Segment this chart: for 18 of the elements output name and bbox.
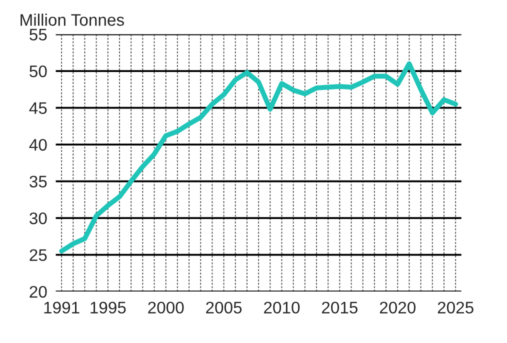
y-tick-label: 30 xyxy=(30,212,47,224)
x-tick-label: 2025 xyxy=(438,302,474,314)
y-tick-label: 55 xyxy=(30,28,47,41)
y-tick-label: 20 xyxy=(30,286,47,298)
x-tick-label: 2015 xyxy=(322,302,358,314)
y-tick-label: 50 xyxy=(30,65,47,78)
x-tick-label: 2000 xyxy=(148,302,184,314)
x-tick-label: 2005 xyxy=(206,302,242,314)
y-tick-label: 35 xyxy=(30,176,47,188)
x-tick-label: 1991 xyxy=(44,302,80,314)
y-tick-label: 40 xyxy=(29,138,47,151)
y-axis-title: Million Tonnes xyxy=(20,14,124,26)
line-series xyxy=(59,61,458,254)
x-tick-label: 1995 xyxy=(90,302,126,314)
y-tick-label: 25 xyxy=(30,249,47,262)
y-tick-label: 45 xyxy=(29,102,47,114)
x-tick-label: 2020 xyxy=(380,302,416,314)
x-tick-label: 2010 xyxy=(264,302,300,314)
